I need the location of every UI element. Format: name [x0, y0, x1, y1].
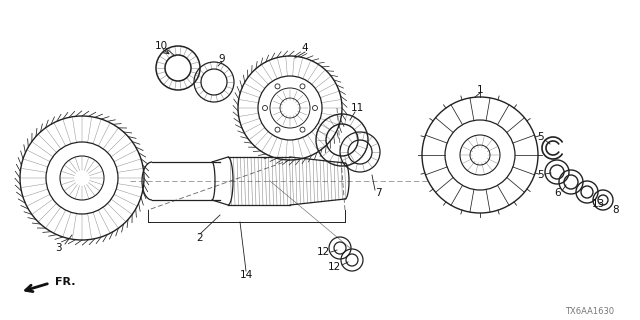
Text: 12: 12 [328, 262, 340, 272]
Text: 7: 7 [374, 188, 381, 198]
Text: 8: 8 [612, 205, 620, 215]
Text: 4: 4 [301, 43, 308, 53]
Text: 12: 12 [316, 247, 330, 257]
Text: 11: 11 [350, 103, 364, 113]
Text: TX6AA1630: TX6AA1630 [565, 308, 614, 316]
Text: 5: 5 [537, 132, 543, 142]
Text: 9: 9 [219, 54, 225, 64]
Text: 6: 6 [555, 188, 561, 198]
Text: 10: 10 [154, 41, 168, 51]
Text: 1: 1 [477, 85, 483, 95]
Text: 2: 2 [196, 233, 204, 243]
Text: 14: 14 [239, 270, 253, 280]
Text: FR.: FR. [55, 277, 76, 287]
Text: 13: 13 [591, 199, 605, 209]
Text: 3: 3 [54, 243, 61, 253]
Text: 5: 5 [537, 170, 543, 180]
